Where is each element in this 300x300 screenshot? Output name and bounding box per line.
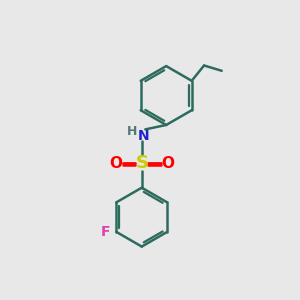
Text: N: N (137, 129, 149, 143)
Text: O: O (161, 156, 174, 171)
Text: S: S (135, 154, 148, 172)
Text: F: F (101, 225, 110, 239)
Text: H: H (127, 125, 137, 138)
Text: O: O (109, 156, 122, 171)
